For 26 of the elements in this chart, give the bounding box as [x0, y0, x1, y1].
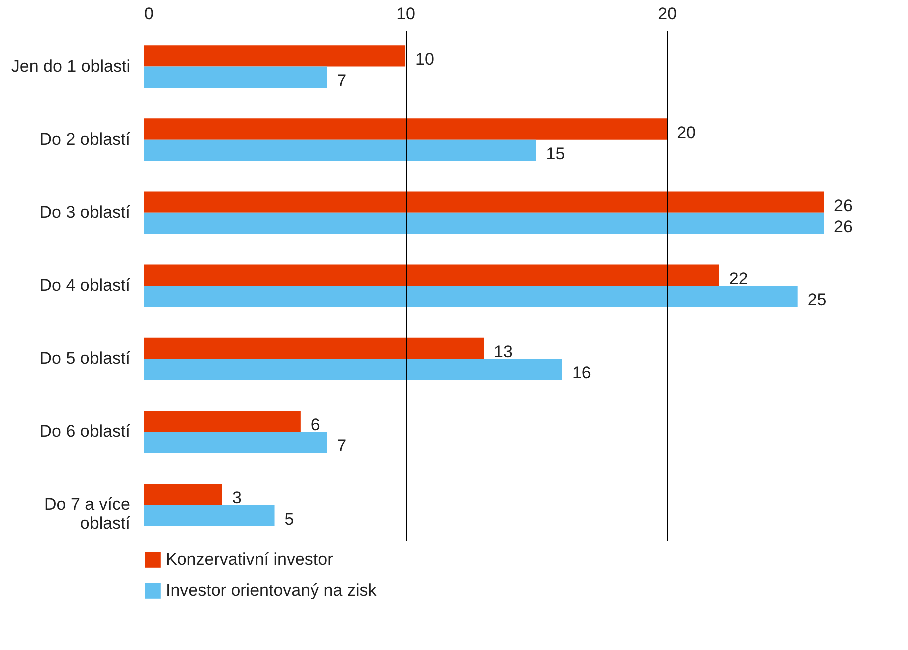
x-tick-label: 0: [144, 4, 154, 24]
y-tick-label: Jen do 1 oblasti: [11, 56, 130, 76]
data-label: 6: [310, 416, 320, 435]
legend-label: Konzervativní investor: [166, 550, 334, 569]
y-tick-label: Do 5 oblastí: [40, 349, 131, 368]
data-label: 22: [729, 269, 748, 288]
data-label: 16: [572, 364, 592, 383]
y-tick-label: Do 7 a více oblastí: [44, 495, 131, 534]
data-label: 10: [416, 50, 434, 70]
data-label: 5: [284, 510, 294, 529]
data-label: 13: [494, 342, 513, 362]
data-label: 26: [834, 196, 853, 216]
data-label: 7: [337, 71, 347, 90]
y-tick-label: Do 4 oblastí: [40, 276, 131, 295]
data-label: 20: [677, 123, 696, 142]
data-label: 15: [546, 144, 566, 164]
x-tick-label: 10: [396, 4, 416, 24]
x-tick-label: 20: [658, 4, 678, 24]
data-label: 3: [232, 488, 242, 508]
legend-label: Investor orientovaný na zisk: [166, 581, 378, 600]
y-tick-label: Do 6 oblastí: [40, 422, 131, 442]
data-label: 25: [808, 290, 827, 310]
data-label: 26: [834, 218, 853, 237]
y-tick-label: Do 3 oblastí: [40, 202, 131, 222]
data-label: 7: [337, 436, 347, 456]
y-tick-label: Do 2 oblastí: [40, 130, 131, 149]
